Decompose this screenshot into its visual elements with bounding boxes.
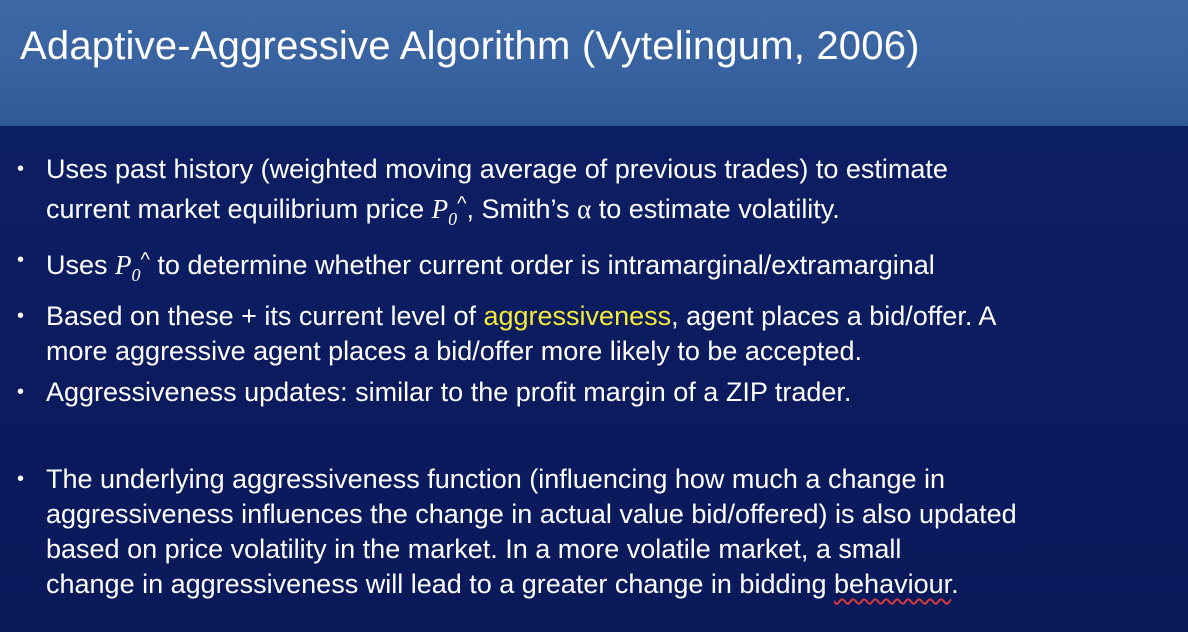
- bullet-list: • Uses past history (weighted moving ave…: [0, 152, 1188, 602]
- price-symbol: P: [115, 250, 132, 280]
- highlighted-term: aggressiveness: [483, 301, 672, 331]
- bullet-dot: •: [17, 158, 25, 180]
- bullet-line: based on price volatility in the market.…: [46, 534, 902, 564]
- bullet-line: aggressiveness influences the change in …: [46, 499, 1017, 529]
- bullet-dot: •: [17, 468, 25, 490]
- bullet-line: Uses P0^ to determine whether current or…: [46, 243, 1178, 293]
- bullet-text: , agent places a bid/offer. A: [671, 301, 997, 331]
- bullet-text: change in aggressiveness will lead to a …: [46, 569, 835, 599]
- bullet-text: to estimate volatility.: [591, 194, 840, 224]
- bullet-dot: •: [17, 381, 25, 403]
- bullet-line: Uses past history (weighted moving avera…: [46, 154, 948, 184]
- bullet-line: Aggressiveness updates: similar to the p…: [46, 377, 852, 407]
- bullet-line: current market equilibrium price P0^, Sm…: [46, 187, 1178, 237]
- price-subscript: 0: [448, 209, 458, 229]
- alpha-symbol: α: [577, 194, 592, 224]
- bullet-text: Based on these + its current level of: [46, 301, 484, 331]
- bullet-text: .: [951, 569, 959, 599]
- price-hat: ^: [457, 193, 467, 215]
- bullet-line: change in aggressiveness will lead to a …: [46, 567, 1178, 602]
- bullet-item: • Uses past history (weighted moving ave…: [0, 152, 1188, 237]
- price-symbol: P: [431, 194, 449, 224]
- bullet-dot: •: [17, 249, 25, 271]
- slide-title: Adaptive-Aggressive Algorithm (Vytelingu…: [20, 24, 920, 68]
- bullet-item: • Based on these + its current level of …: [0, 299, 1188, 369]
- bullet-text: current market equilibrium price: [46, 194, 432, 224]
- bullet-text: , Smith’s: [466, 194, 578, 224]
- bullet-dot: •: [17, 305, 25, 327]
- bullet-item: • Uses P0^ to determine whether current …: [0, 243, 1188, 293]
- price-subscript: 0: [131, 265, 141, 285]
- bullet-line: The underlying aggressiveness function (…: [46, 464, 946, 494]
- title-bar: Adaptive-Aggressive Algorithm (Vytelingu…: [0, 0, 1188, 126]
- bullet-line: more aggressive agent places a bid/offer…: [46, 336, 862, 366]
- bullet-text: Uses: [46, 250, 116, 280]
- price-hat: ^: [140, 249, 150, 271]
- spellcheck-word: behaviour: [834, 569, 952, 599]
- bullet-item: • Aggressiveness updates: similar to the…: [0, 375, 1188, 410]
- bullet-text: to determine whether current order is in…: [149, 250, 935, 280]
- bullet-line: Based on these + its current level of ag…: [46, 299, 1178, 334]
- bullet-item: • The underlying aggressiveness function…: [0, 462, 1188, 602]
